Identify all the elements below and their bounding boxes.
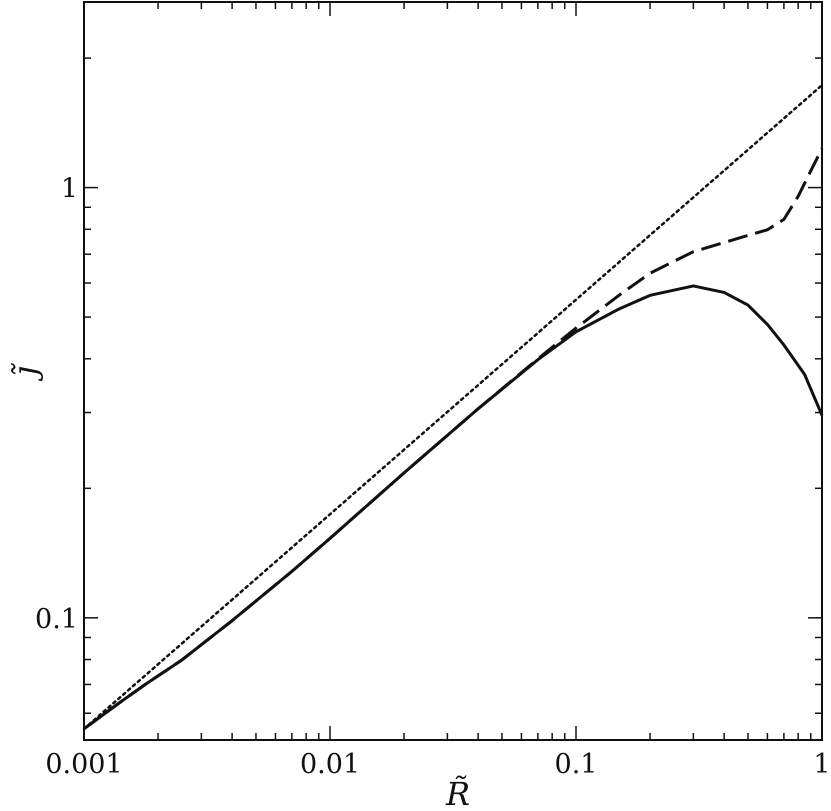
series-line-solid — [83, 284, 824, 731]
plot-frame — [83, 1, 823, 741]
y-tick-label: 1 — [61, 174, 78, 205]
series-line-dotted — [82, 83, 824, 731]
x-tick-label: 0.1 — [555, 749, 598, 780]
y-axis-label: j̃ — [6, 362, 44, 382]
x-tick-label: 0.01 — [300, 749, 360, 780]
y-tick-label: 0.1 — [35, 604, 78, 635]
series-line-dashed — [83, 147, 824, 731]
x-axis-label: R̃ — [445, 775, 470, 811]
x-tick-label: 1 — [813, 749, 830, 780]
x-tick-label: 0.001 — [45, 749, 122, 780]
